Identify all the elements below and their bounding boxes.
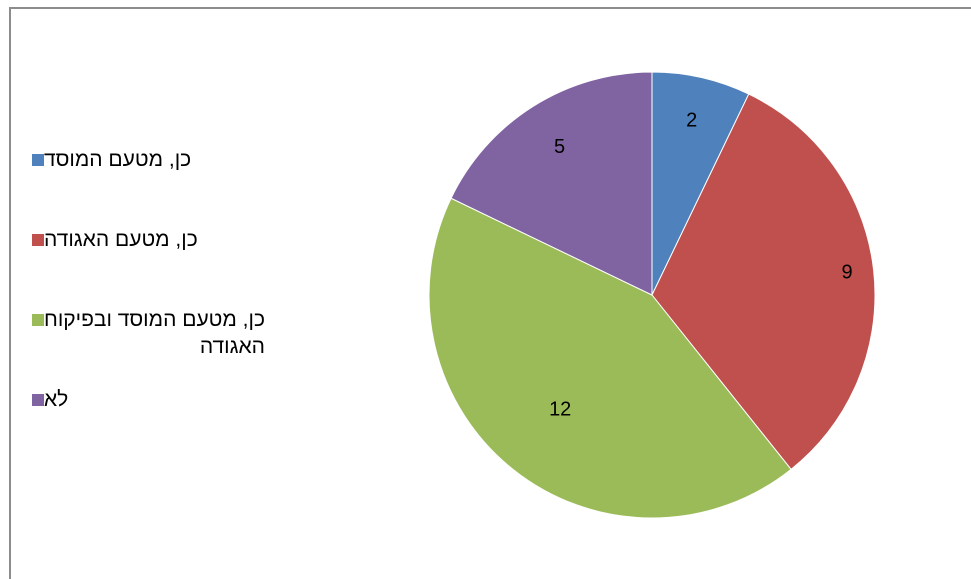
legend-swatch-red bbox=[32, 234, 44, 246]
data-label: 5 bbox=[554, 136, 565, 158]
slice-institution-supervised bbox=[428, 197, 792, 519]
legend-label: לא bbox=[44, 388, 69, 411]
legend-item-association: כן, מטעם האגודה bbox=[30, 226, 330, 253]
legend-label: כן, מטעם המוסד ובפיקוח האגודה bbox=[44, 308, 265, 358]
legend-item-institution: כן, מטעם המוסד bbox=[30, 146, 330, 173]
legend-swatch-purple bbox=[32, 394, 44, 406]
slice-no bbox=[450, 71, 653, 296]
data-label: 12 bbox=[549, 398, 571, 420]
slice-institution bbox=[651, 71, 750, 296]
legend-label: כן, מטעם המוסד bbox=[44, 148, 192, 171]
legend-swatch-green bbox=[32, 314, 44, 326]
pie-slices bbox=[428, 71, 876, 519]
legend-item-institution-supervised: כן, מטעם המוסד ובפיקוח האגודה bbox=[30, 306, 330, 360]
legend-label: כן, מטעם האגודה bbox=[44, 228, 198, 251]
pie-data-labels: 2 9 12 5 bbox=[549, 109, 852, 420]
data-label: 2 bbox=[686, 109, 697, 131]
legend-swatch-blue bbox=[32, 154, 44, 166]
data-label: 9 bbox=[841, 261, 852, 283]
legend-item-no: לא bbox=[30, 386, 330, 413]
slice-association bbox=[651, 93, 876, 471]
